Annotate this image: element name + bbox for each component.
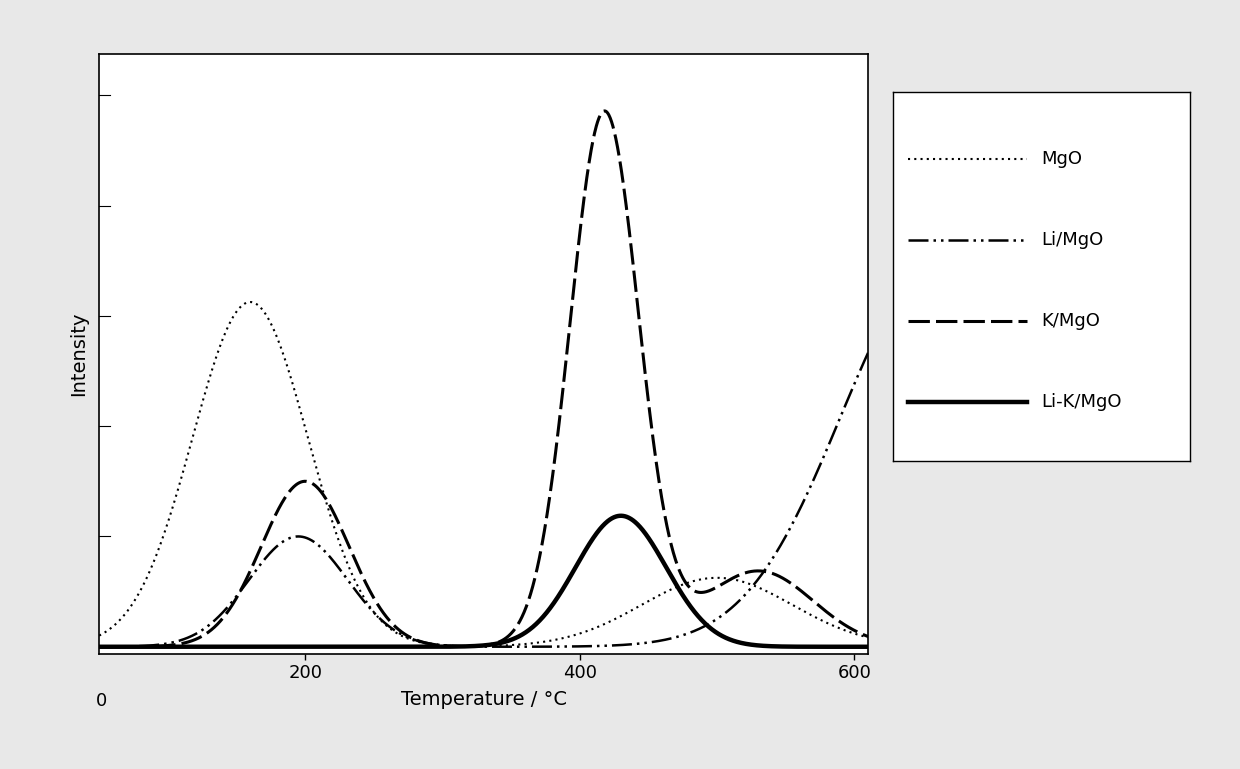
Li/MgO [503, 642, 518, 651]
Li/MgO [92, 642, 107, 651]
K/MgO [92, 642, 107, 651]
K/MgO [932, 642, 947, 651]
K/MgO [957, 642, 972, 651]
Li-K/MgO [774, 642, 789, 651]
Line: Li-K/MgO: Li-K/MgO [99, 516, 965, 647]
Li-K/MgO [957, 642, 972, 651]
Li/MgO [136, 641, 151, 651]
K/MgO [136, 642, 151, 651]
K/MgO [774, 572, 789, 581]
MgO [243, 298, 258, 307]
K/MgO [512, 617, 527, 626]
Li-K/MgO [92, 642, 107, 651]
MgO [136, 581, 151, 590]
Y-axis label: Intensity: Intensity [69, 311, 88, 396]
Text: Li-K/MgO: Li-K/MgO [1042, 393, 1122, 411]
MgO [932, 641, 947, 651]
Li/MgO [513, 642, 528, 651]
Li-K/MgO [490, 639, 505, 648]
Li/MgO [932, 263, 947, 272]
MgO [931, 641, 946, 651]
K/MgO [490, 638, 505, 647]
Li/MgO [930, 263, 945, 272]
Line: K/MgO: K/MgO [99, 111, 965, 647]
MgO [490, 641, 505, 651]
Li/MgO [490, 642, 505, 651]
Li-K/MgO [614, 511, 629, 521]
Text: Li/MgO: Li/MgO [1042, 231, 1104, 249]
Li-K/MgO [931, 642, 946, 651]
Text: 0: 0 [95, 692, 108, 710]
X-axis label: Temperature / °C: Temperature / °C [401, 691, 567, 709]
MgO [774, 594, 789, 603]
Li-K/MgO [932, 642, 947, 651]
K/MgO [598, 106, 613, 115]
Li-K/MgO [512, 631, 527, 641]
Li/MgO [957, 278, 972, 288]
Li/MgO [932, 263, 947, 272]
Li-K/MgO [136, 642, 151, 651]
Li/MgO [774, 541, 789, 550]
Line: Li/MgO: Li/MgO [99, 268, 965, 647]
K/MgO [931, 642, 946, 651]
MgO [513, 640, 528, 649]
MgO [957, 642, 972, 651]
Text: K/MgO: K/MgO [1042, 312, 1100, 330]
Text: MgO: MgO [1042, 150, 1083, 168]
Line: MgO: MgO [99, 302, 965, 647]
MgO [92, 631, 107, 641]
